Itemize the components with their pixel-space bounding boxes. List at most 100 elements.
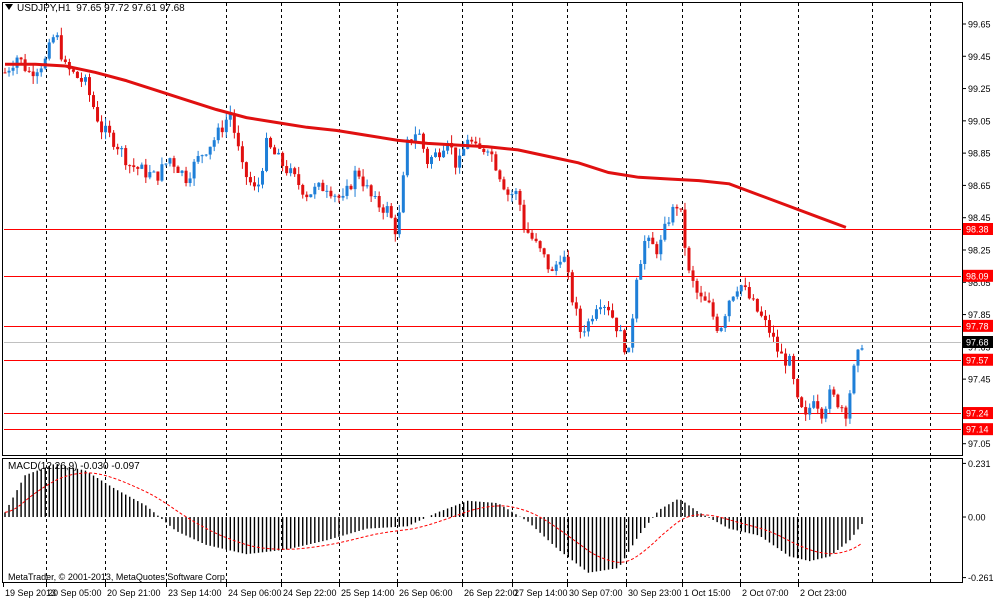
time-tick-label: 26 Sep 06:00 — [399, 588, 453, 598]
candle-bear — [482, 148, 486, 152]
candle-bear — [792, 355, 796, 380]
candle-bull — [35, 72, 39, 77]
candle-bear — [31, 71, 35, 77]
candle-bear — [804, 407, 808, 415]
candle-bear — [518, 190, 522, 205]
candle-bull — [510, 194, 514, 196]
time-tick-label: 25 Sep 14:00 — [341, 588, 395, 598]
candle-bear — [421, 133, 425, 149]
level-tag — [963, 223, 993, 235]
time-tick-label: 30 Sep 23:00 — [628, 588, 682, 598]
candle-bull — [333, 195, 337, 197]
candle-bear — [321, 182, 325, 192]
candle-bear — [361, 176, 365, 187]
candle-bull — [594, 309, 598, 319]
candle-bear — [767, 320, 771, 333]
candle-bear — [695, 280, 699, 293]
time-tick-label: 24 Sep 22:00 — [283, 588, 337, 598]
candle-bull — [828, 389, 832, 409]
chart-title: USDJPY,H1 97.65 97.72 97.61 97.68 — [5, 3, 185, 14]
candle-bear — [574, 302, 578, 309]
candle-bear — [59, 35, 63, 60]
candle-bear — [108, 125, 112, 133]
candle-bull — [104, 125, 108, 133]
candle-bull — [852, 365, 856, 394]
candle-bull — [446, 142, 450, 151]
candle-bull — [458, 155, 462, 168]
candle-bear — [538, 241, 542, 249]
candle-bull — [635, 279, 639, 319]
candle-bear — [759, 311, 763, 316]
candle-bear — [63, 59, 67, 62]
candle-bull — [856, 349, 860, 366]
candle-bear — [438, 152, 442, 158]
candle-bear — [301, 185, 305, 195]
candle-bull — [39, 68, 43, 73]
time-tick-label: 27 Sep 14:00 — [514, 588, 568, 598]
candle-bull — [309, 194, 313, 198]
candle-bull — [55, 35, 59, 38]
candle-bear — [784, 353, 788, 366]
current-price-label: 97.68 — [966, 338, 989, 348]
candle-bull — [663, 223, 667, 240]
candle-bull — [486, 151, 490, 153]
candle-bear — [615, 317, 619, 332]
candle-bear — [751, 298, 755, 300]
candle-bear — [570, 272, 574, 303]
candle-bull — [168, 158, 172, 164]
candle-bull — [401, 175, 405, 213]
candle-bull — [313, 186, 317, 195]
candle-bear — [494, 154, 498, 171]
candle-bull — [188, 178, 192, 184]
candle-bear — [506, 189, 510, 195]
candle-bear — [550, 269, 554, 271]
price-tick-label: 99.45 — [968, 52, 991, 62]
candle-bear — [27, 70, 31, 72]
candle-bear — [425, 148, 429, 164]
candle-bear — [87, 77, 91, 96]
candle-bear — [687, 247, 691, 271]
candle-bull — [345, 185, 349, 196]
candle-bull — [317, 182, 321, 187]
price-tick-label: 99.25 — [968, 84, 991, 94]
candle-bear — [96, 107, 100, 122]
level-tag — [963, 319, 993, 332]
candle-bull — [265, 137, 269, 171]
candle-bull — [719, 327, 723, 331]
candle-bear — [75, 71, 79, 78]
candle-bear — [470, 139, 474, 142]
candle-bull — [848, 393, 852, 419]
candle-bull — [140, 164, 144, 169]
candle-bull — [429, 156, 433, 164]
candle-bear — [743, 285, 747, 288]
candle-bear — [19, 57, 23, 60]
candle-bear — [112, 132, 116, 147]
candle-bear — [220, 127, 224, 133]
dropdown-triangle-icon[interactable] — [5, 4, 13, 10]
price-tick-label: 99.05 — [968, 116, 991, 126]
candle-bull — [216, 127, 220, 141]
candles — [3, 27, 864, 427]
time-tick-label: 19 Sep 2013 — [5, 588, 56, 598]
candle-bear — [844, 407, 848, 419]
candle-bull — [667, 222, 671, 224]
candle-bull — [735, 291, 739, 297]
horizontal-levels[interactable] — [4, 229, 961, 430]
candle-bear — [490, 151, 494, 155]
level-tag-label: 98.09 — [966, 271, 989, 281]
candle-bull — [341, 195, 345, 198]
candle-bull — [602, 306, 606, 308]
level-tag — [963, 423, 993, 436]
candle-bear — [546, 254, 550, 270]
candle-bear — [771, 332, 775, 337]
candle-bear — [623, 330, 627, 353]
candle-bear — [244, 162, 248, 178]
candle-bear — [377, 196, 381, 208]
candle-bear — [281, 152, 285, 167]
candle-bear — [349, 185, 353, 190]
candle-bear — [711, 302, 715, 317]
candle-bull — [598, 307, 602, 310]
candle-bear — [124, 148, 128, 166]
